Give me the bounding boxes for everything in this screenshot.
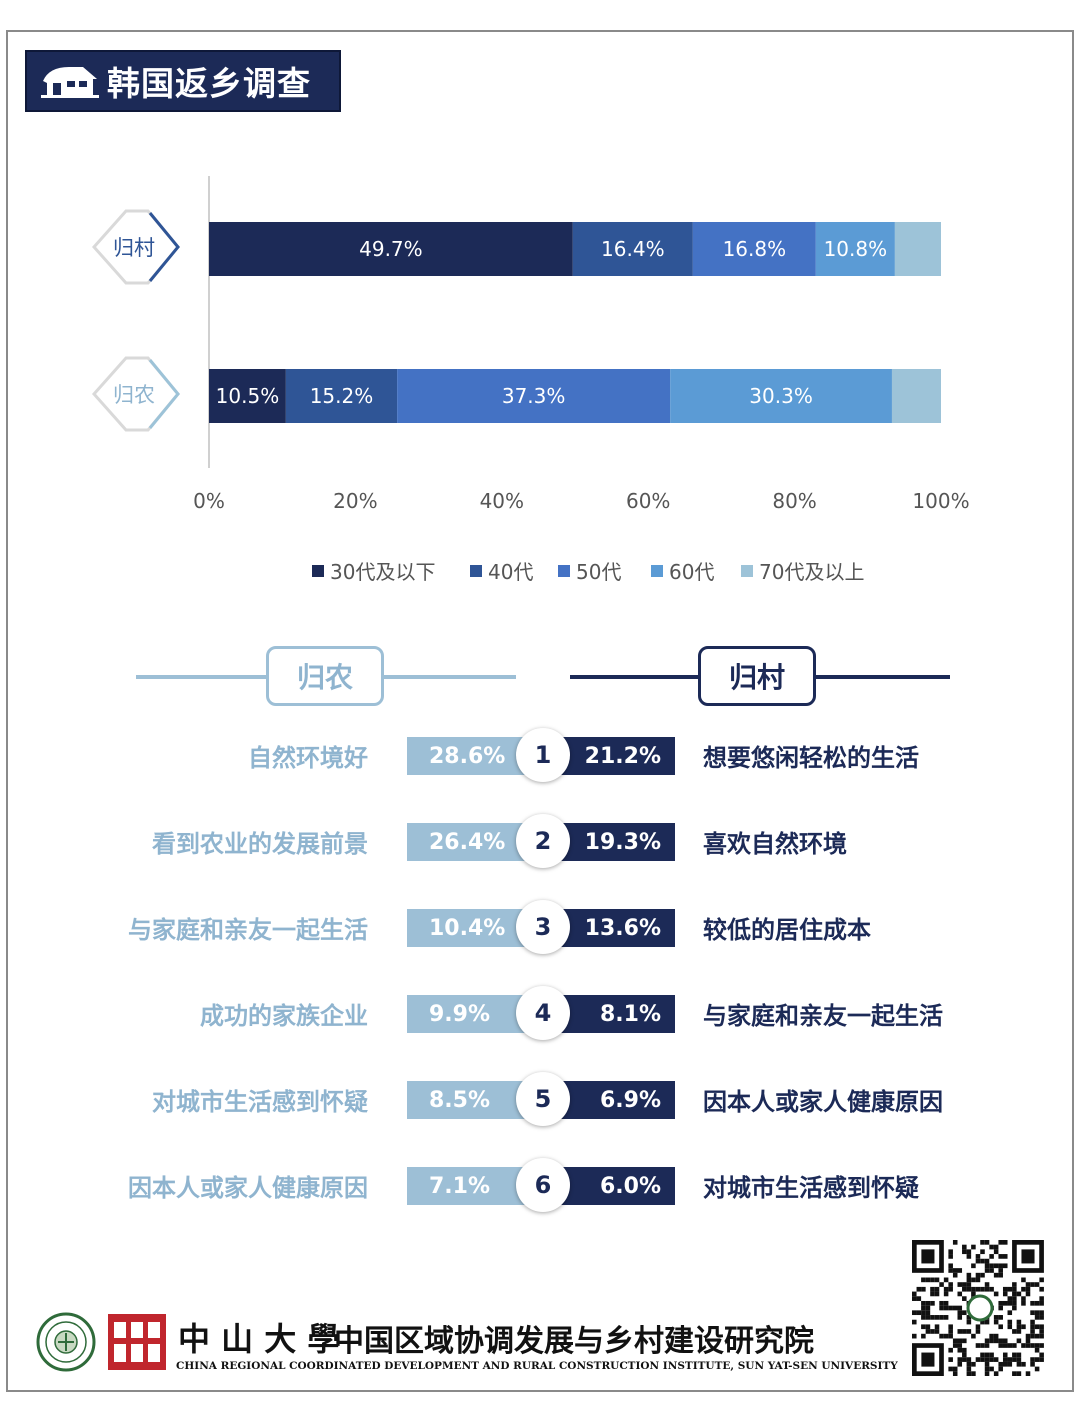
bar-segment (397, 369, 671, 423)
category-label: 归村 (113, 236, 155, 260)
bar-segment (209, 369, 286, 423)
bar-segment (209, 222, 573, 276)
page-title: 韩国返乡调查 (107, 64, 311, 103)
bar-data-label: 16.4% (601, 237, 665, 261)
right-header-label: 归村 (698, 646, 816, 706)
title-banner: 韩国返乡调查 (25, 50, 341, 112)
legend-swatch (558, 565, 570, 577)
bar-data-label: 10.5% (216, 384, 280, 408)
left-reason: 自然环境好 (248, 744, 368, 772)
legend-swatch (741, 565, 753, 577)
right-reason: 与家庭和亲友一起生活 (703, 1002, 943, 1030)
bar-segment (572, 222, 693, 276)
right-reason: 较低的居住成本 (703, 916, 871, 944)
bar-data-label: 10.8% (824, 237, 888, 261)
legend-entry: 60代 (669, 560, 714, 584)
university-seal-icon (36, 1312, 96, 1372)
page-frame (6, 30, 1074, 1392)
rank-badge: 1 (516, 728, 570, 782)
institute-name: 中国区域协调发展与乡村建设研究院 (334, 1324, 814, 1359)
right-reason: 想要悠闲轻松的生活 (703, 744, 919, 772)
list-item: 对城市生活感到怀疑 8.5% 6.9% 5 因本人或家人健康原因 (0, 1072, 1080, 1132)
bar-segment (894, 222, 941, 276)
rank-badge: 6 (516, 1158, 570, 1212)
legend-entry: 70代及以上 (759, 560, 864, 584)
list-item: 成功的家族企业 9.9% 8.1% 4 与家庭和亲友一起生活 (0, 986, 1080, 1046)
x-tick-label: 60% (626, 489, 670, 513)
legend-entry: 30代及以下 (330, 560, 435, 584)
bar-data-label: 30.3% (749, 384, 813, 408)
left-value-bar: 26.4% (407, 823, 557, 861)
right-reason: 喜欢自然环境 (703, 830, 847, 858)
bar-data-label: 49.7% (359, 237, 423, 261)
university-name: 中 山 大 學 (178, 1320, 340, 1358)
bar-segment (692, 222, 816, 276)
rank-badge: 2 (516, 814, 570, 868)
bar-segment (670, 369, 892, 423)
legend-entry: 40代 (488, 560, 533, 584)
x-tick-label: 100% (912, 489, 969, 513)
right-reason: 对城市生活感到怀疑 (703, 1174, 919, 1202)
legend-swatch (470, 565, 482, 577)
category-tag-accent (148, 212, 180, 282)
institute-english-name: CHINA REGIONAL COORDINATED DEVELOPMENT A… (176, 1360, 898, 1372)
bar-data-label: 37.3% (502, 384, 566, 408)
bar-data-label: 16.8% (723, 237, 787, 261)
list-item: 看到农业的发展前景 26.4% 19.3% 2 喜欢自然环境 (0, 814, 1080, 874)
x-tick-label: 0% (193, 489, 225, 513)
bar-segment (815, 222, 895, 276)
legend-entry: 50代 (576, 560, 621, 584)
list-item: 与家庭和亲友一起生活 10.4% 13.6% 3 较低的居住成本 (0, 900, 1080, 960)
footer: 中 山 大 學 中国区域协调发展与乡村建设研究院 CHINA REGIONAL … (36, 1310, 898, 1380)
left-reason: 对城市生活感到怀疑 (152, 1088, 368, 1116)
bar-segment (891, 369, 941, 423)
house-icon (41, 67, 99, 98)
qr-code-icon (908, 1240, 1052, 1376)
institute-logo-icon (108, 1314, 166, 1370)
x-tick-label: 40% (480, 489, 524, 513)
rank-badge: 3 (516, 900, 570, 954)
x-tick-label: 20% (333, 489, 377, 513)
left-header-label: 归农 (266, 646, 384, 706)
legend-swatch (312, 565, 324, 577)
left-reason: 与家庭和亲友一起生活 (128, 916, 368, 944)
legend-swatch (651, 565, 663, 577)
left-reason: 看到农业的发展前景 (152, 830, 368, 858)
list-item: 自然环境好 28.6% 21.2% 1 想要悠闲轻松的生活 (0, 728, 1080, 788)
bar-data-label: 15.2% (310, 384, 374, 408)
rank-badge: 5 (516, 1072, 570, 1126)
rank-badge: 4 (516, 986, 570, 1040)
bar-segment (285, 369, 398, 423)
left-reason: 成功的家族企业 (200, 1002, 368, 1030)
list-item: 因本人或家人健康原因 7.1% 6.0% 6 对城市生活感到怀疑 (0, 1158, 1080, 1218)
left-reason: 因本人或家人健康原因 (128, 1174, 368, 1202)
x-tick-label: 80% (772, 489, 816, 513)
category-tag-accent (148, 359, 180, 429)
category-label: 归农 (113, 383, 155, 407)
right-reason: 因本人或家人健康原因 (703, 1088, 943, 1116)
